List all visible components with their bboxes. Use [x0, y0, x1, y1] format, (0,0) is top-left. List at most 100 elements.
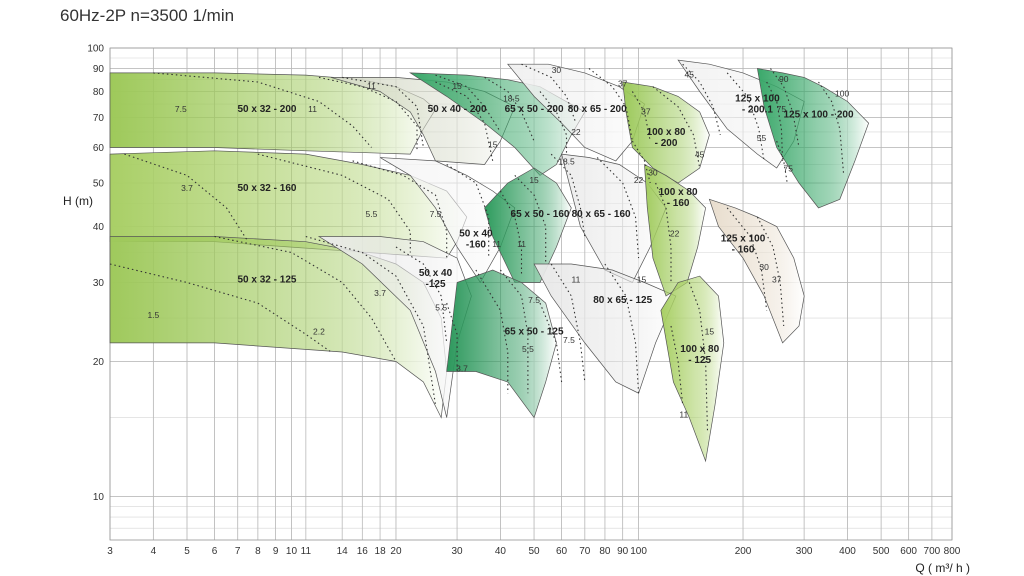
- pump-model-label: 80 x 65 - 160: [572, 209, 631, 220]
- x-tick-label: 18: [375, 546, 387, 557]
- pump-model-label-line: 100 x 80: [680, 344, 719, 355]
- motor-power-label: 11: [367, 81, 376, 91]
- x-tick-label: 9: [273, 546, 279, 557]
- pump-model-label: 65 x 50 - 125: [505, 326, 564, 337]
- y-tick-label: 20: [93, 357, 105, 368]
- x-tick-label: 600: [900, 546, 917, 557]
- motor-curve: [499, 190, 523, 277]
- x-tick-label: 100: [630, 546, 647, 557]
- motor-power-label: 75: [777, 104, 787, 114]
- pump-model-label: 50 x 32 - 125: [238, 275, 297, 286]
- motor-curve: [604, 263, 640, 394]
- x-tick-label: 3: [107, 546, 113, 557]
- pump-model-label: 100 x 80- 125: [680, 344, 719, 366]
- x-tick-label: 8: [255, 546, 261, 557]
- motor-curve: [652, 86, 701, 169]
- x-axis-label: Q ( m³/ h ): [915, 561, 970, 575]
- pump-model-label: 125 x 100- 200.1: [735, 93, 780, 115]
- motor-power-label: 45: [695, 149, 705, 159]
- motor-curve: [588, 68, 633, 142]
- x-tick-label: 50: [529, 546, 541, 557]
- pump-model-label: 50 x 40 -160: [459, 228, 493, 250]
- motor-curve: [514, 175, 547, 264]
- motor-power-label: 1.5: [147, 310, 159, 320]
- motor-power-label: 15: [452, 81, 462, 91]
- pump-model-label-line: 125 x 100: [735, 93, 780, 104]
- x-tick-label: 800: [944, 546, 961, 557]
- x-tick-label: 70: [579, 546, 591, 557]
- y-tick-label: 70: [93, 113, 105, 124]
- motor-power-label: 18.5: [558, 156, 575, 166]
- pump-model-label-line: - 125: [688, 355, 711, 366]
- pump-model-label-line: 80 x 65 - 160: [572, 209, 631, 220]
- motor-curve: [342, 76, 424, 148]
- chart-title: 60Hz-2P n=3500 1/min: [60, 6, 235, 25]
- motor-curve: [688, 282, 709, 432]
- motor-power-label: 15: [705, 326, 715, 336]
- motor-curve: [631, 91, 651, 142]
- pump-region: [756, 68, 870, 209]
- pump-model-label-line: 50 x 32 - 125: [238, 275, 297, 286]
- motor-power-label: 30: [552, 65, 562, 75]
- y-tick-label: 90: [93, 64, 105, 75]
- motor-curve: [726, 207, 768, 311]
- pump-model-label-line: 125 x 100: [721, 234, 766, 245]
- x-tick-label: 14: [337, 546, 349, 557]
- motor-power-label: 30: [759, 262, 769, 272]
- pump-model-label-line: 125 x 100 - 200: [783, 109, 853, 120]
- y-tick-label: 80: [93, 87, 105, 98]
- pump-region: [660, 275, 725, 463]
- region-labels: 7.5 11 50 x 32 - 200 3.7 5.5 7.5 50 x 32 - 160…: [147, 65, 854, 420]
- motor-power-label: 3.7: [374, 288, 386, 298]
- motor-power-label: 22: [634, 175, 644, 185]
- pump-model-label: 125 x 100- 160: [721, 234, 766, 256]
- x-tick-label: 5: [184, 546, 190, 557]
- axes: 3 4 5 6 7 8 9 10 11 14 16 18 20 30 40 50 60 70 80 90 100 200 3…: [63, 44, 970, 576]
- motor-power-label: 75: [784, 164, 794, 174]
- x-tick-label: 90: [617, 546, 629, 557]
- motor-curve: [435, 81, 494, 162]
- motor-power-label: 11: [492, 239, 501, 249]
- pump-model-label-line: 50 x 40: [419, 268, 453, 279]
- y-tick-label: 30: [93, 278, 105, 289]
- motor-power-label: 22: [670, 228, 680, 238]
- pump-model-label: 125 x 100 - 200: [783, 109, 853, 120]
- pump-model-label-line: 50 x 32 - 160: [238, 183, 297, 194]
- motor-curve: [352, 160, 448, 259]
- motor-power-label: 45: [685, 69, 695, 79]
- pump-model-label: 100 x 80- 160: [659, 187, 698, 209]
- x-tick-label: 6: [212, 546, 218, 557]
- y-axis-label: H (m): [63, 194, 93, 208]
- pump-model-label-line: 65 x 50 - 125: [505, 326, 564, 337]
- pump-model-label-line: 100 x 80: [647, 127, 686, 138]
- x-tick-label: 4: [151, 546, 157, 557]
- motor-power-label: 3.7: [456, 364, 468, 374]
- pump-region: [533, 263, 677, 394]
- x-tick-label: 700: [924, 546, 941, 557]
- motor-curve: [596, 157, 640, 259]
- motor-power-label: 7.5: [563, 335, 575, 345]
- motor-curve: [305, 235, 437, 406]
- pump-model-label: 100 x 80- 200: [647, 127, 686, 149]
- motor-curve: [550, 263, 586, 383]
- motor-power-curves: [109, 63, 845, 432]
- motor-curve: [726, 72, 765, 161]
- pump-region: [644, 163, 706, 297]
- motor-power-label: 18.5: [503, 93, 520, 103]
- motor-curve: [318, 76, 418, 151]
- pump-model-label: 80 x 65 - 125: [593, 295, 652, 306]
- pump-model-label: 65 x 50 - 160: [511, 209, 570, 220]
- pump-model-label-line: - 200.1: [742, 104, 774, 115]
- x-tick-label: 60: [556, 546, 568, 557]
- motor-curve: [631, 140, 651, 184]
- motor-power-label: 15: [529, 175, 539, 185]
- pump-model-label-line: 80 x 65 - 125: [593, 295, 652, 306]
- y-tick-label: 40: [93, 222, 105, 233]
- pump-region: [484, 167, 572, 283]
- pump-model-label-line: 80 x 65 - 200: [568, 104, 627, 115]
- pump-region: [708, 198, 805, 344]
- motor-curve: [475, 269, 509, 394]
- motor-curve: [446, 302, 458, 372]
- x-tick-label: 400: [839, 546, 856, 557]
- y-tick-label: 100: [87, 44, 104, 55]
